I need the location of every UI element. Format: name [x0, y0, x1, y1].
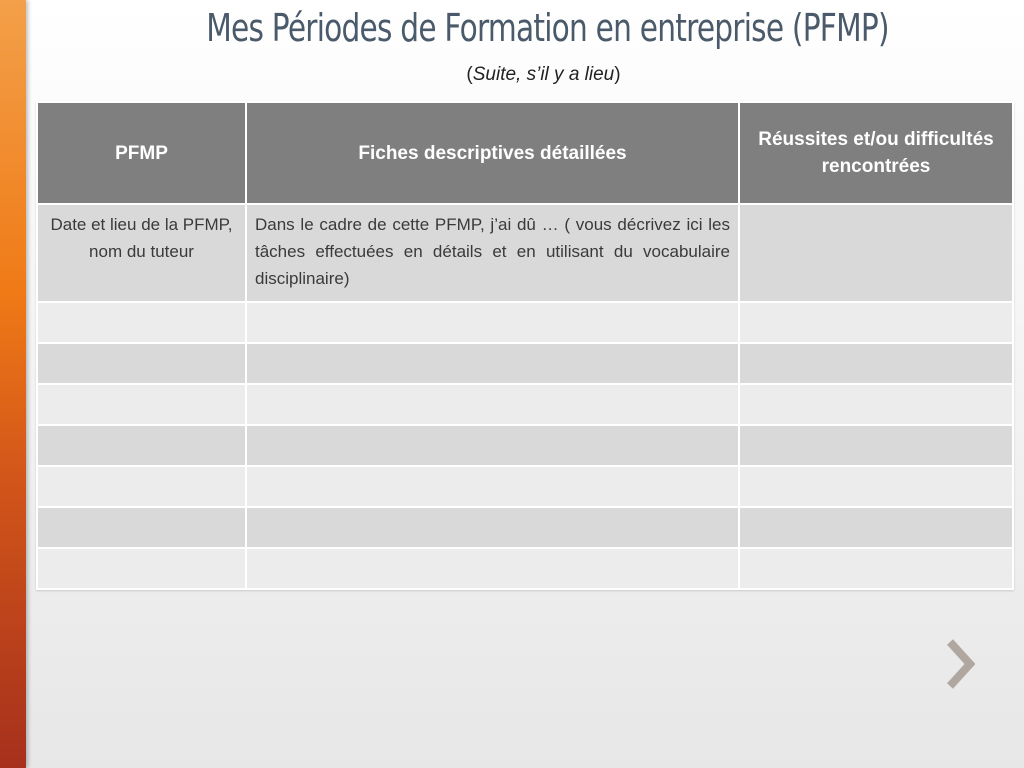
table-cell[interactable]	[738, 547, 1014, 590]
cell-date-lieu-tuteur[interactable]: Date et lieu de la PFMP, nom du tuteur	[36, 203, 247, 303]
subtitle-italic-text: Suite, s’il y a lieu	[472, 64, 615, 85]
table-header-row: PFMP Fiches descriptives détaillées Réus…	[36, 101, 1014, 205]
table-cell[interactable]	[738, 342, 1014, 385]
table-cell[interactable]	[245, 342, 740, 385]
table-cell[interactable]	[245, 465, 740, 508]
table-row	[36, 383, 1014, 426]
page-title: Mes Périodes de Formation en entreprise …	[206, 6, 889, 50]
table-cell[interactable]	[738, 424, 1014, 467]
header-pfmp: PFMP	[36, 101, 247, 205]
table-row	[36, 547, 1014, 590]
table-cell[interactable]	[36, 547, 247, 590]
table-cell[interactable]	[36, 424, 247, 467]
subtitle-close-paren: )	[614, 64, 621, 85]
page-subtitle: (Suite, s’il y a lieu)	[26, 64, 1024, 86]
table-row	[36, 342, 1014, 385]
next-slide-button[interactable]	[940, 636, 980, 692]
table-cell[interactable]	[738, 465, 1014, 508]
cell-description-taches[interactable]: Dans le cadre de cette PFMP, j’ai dû … (…	[245, 203, 740, 303]
header-reussites-difficultes: Réussites et/ou difficultés rencontrées	[738, 101, 1014, 205]
chevron-right-icon	[947, 639, 976, 689]
table-cell[interactable]	[36, 301, 247, 344]
table-cell[interactable]	[245, 506, 740, 549]
table-cell[interactable]	[245, 383, 740, 426]
table-cell[interactable]	[738, 506, 1014, 549]
decorative-side-bar	[0, 0, 26, 768]
pfmp-table: PFMP Fiches descriptives détaillées Réus…	[36, 101, 1014, 590]
table-cell[interactable]	[36, 342, 247, 385]
table-cell[interactable]	[36, 465, 247, 508]
table-cell[interactable]	[738, 383, 1014, 426]
table-cell[interactable]	[245, 301, 740, 344]
table-row	[36, 424, 1014, 467]
table-cell[interactable]	[738, 301, 1014, 344]
table-row: Date et lieu de la PFMP, nom du tuteur D…	[36, 203, 1014, 303]
table-cell[interactable]	[36, 506, 247, 549]
table-cell[interactable]	[36, 383, 247, 426]
subtitle-open-paren: (	[466, 64, 473, 85]
table-row	[36, 301, 1014, 344]
header-fiches-descriptives: Fiches descriptives détaillées	[245, 101, 740, 205]
table-cell[interactable]	[245, 424, 740, 467]
table-row	[36, 506, 1014, 549]
table-row	[36, 465, 1014, 508]
cell-reussites[interactable]	[738, 203, 1014, 303]
table-cell[interactable]	[245, 547, 740, 590]
